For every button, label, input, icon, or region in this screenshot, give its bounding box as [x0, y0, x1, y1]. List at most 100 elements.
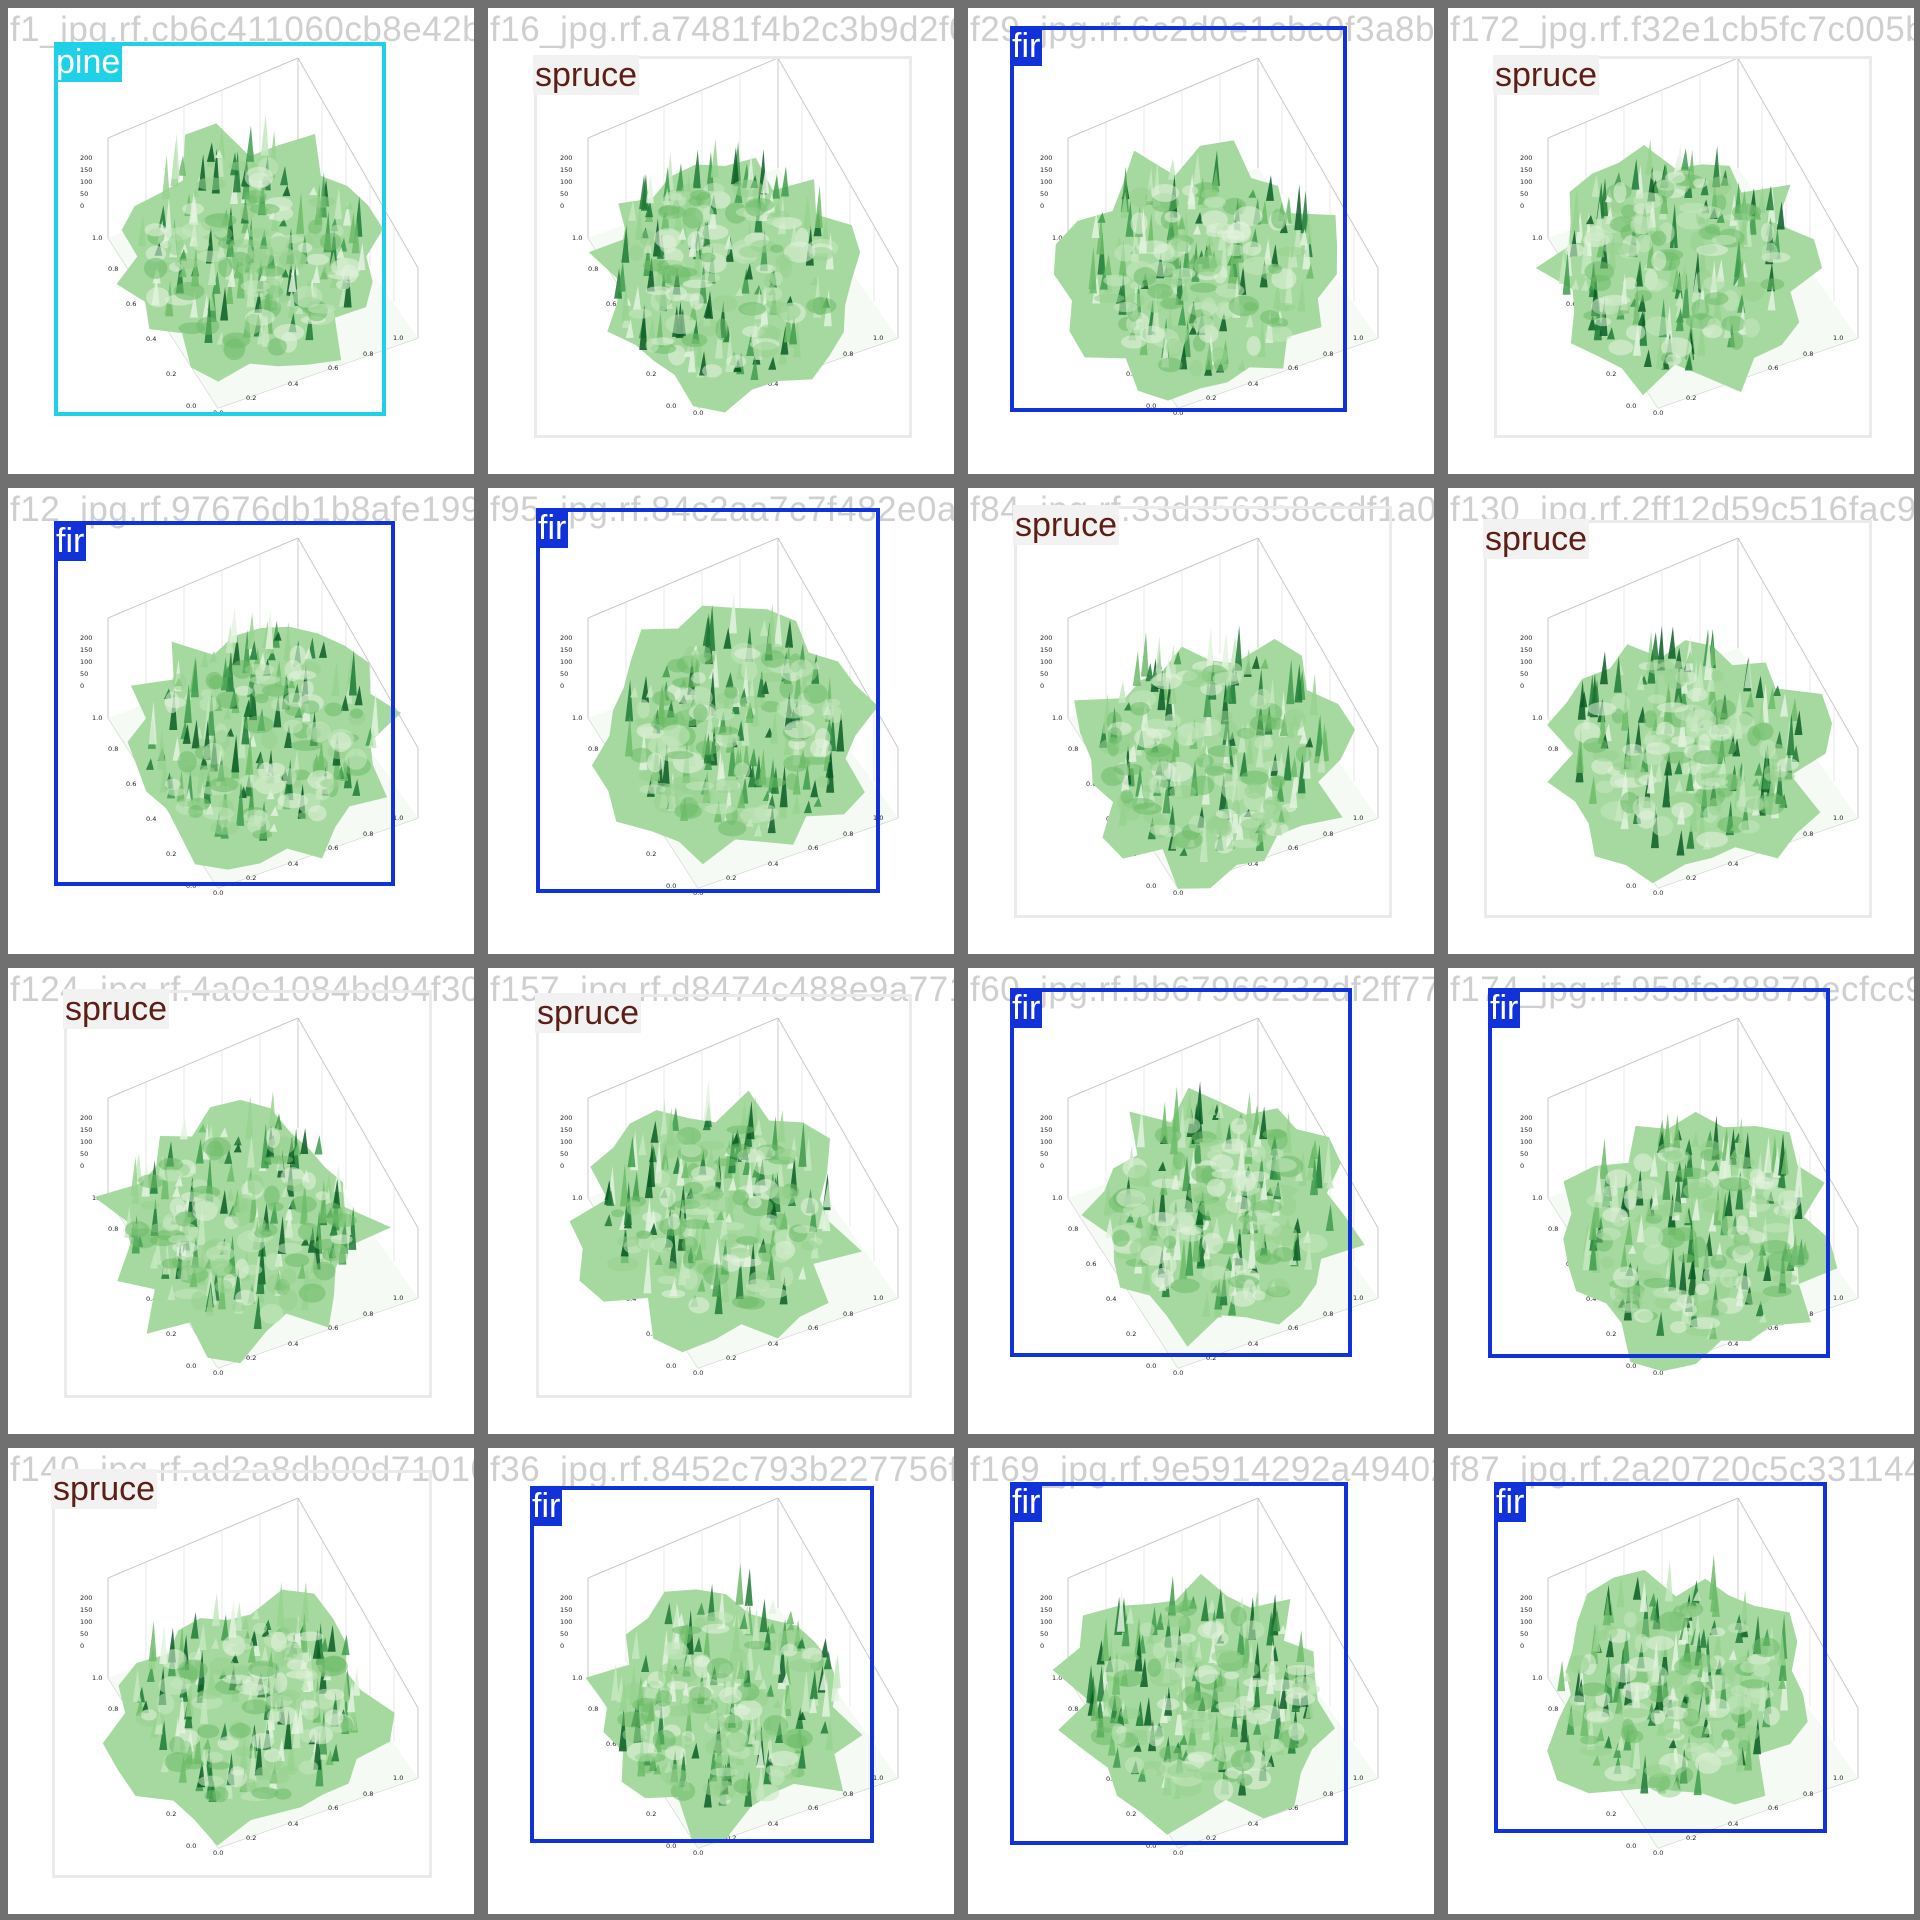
- x-tick-label: 0.2: [246, 1354, 256, 1362]
- z-tick-label: 150: [80, 1126, 92, 1134]
- surface-plot: [1547, 625, 1833, 884]
- y-tick-label: 0.2: [1126, 370, 1136, 378]
- y-tick-label: 0.0: [186, 1842, 196, 1850]
- y-tick-label: 0.8: [588, 265, 598, 273]
- surface-plot: [1052, 1573, 1336, 1835]
- z-tick-label: 200: [80, 154, 92, 162]
- surface-plot-image: 0.00.20.40.60.81.00.00.20.40.60.81.00501…: [80, 1017, 419, 1377]
- bounding-box-fir: fir: [1010, 1482, 1348, 1845]
- y-tick-label: 0.2: [646, 1330, 656, 1338]
- surface-plot: [1081, 1081, 1365, 1347]
- x-tick-label: 0.4: [1248, 380, 1258, 388]
- y-tick-label: 0.4: [1106, 1295, 1116, 1303]
- y-tick-label: 0.0: [666, 402, 676, 410]
- x-tick-label: 0.0: [1173, 409, 1183, 417]
- class-label: fir: [1010, 26, 1043, 66]
- y-tick-label: 0.6: [126, 780, 136, 788]
- z-tick-label: 100: [1040, 178, 1052, 186]
- surface-plot-image: 0.00.20.40.60.81.00.00.20.40.60.81.00501…: [80, 57, 419, 417]
- bounding-box-fir: fir: [54, 521, 395, 886]
- z-tick-label: 200: [80, 634, 92, 642]
- bounding-box-spruce: spruce: [1483, 519, 1872, 918]
- y-tick-label: 0.6: [1566, 300, 1576, 308]
- y-tick-label: 1.0: [1052, 1194, 1062, 1202]
- x-tick-label: 1.0: [1353, 334, 1363, 342]
- y-tick-label: 0.2: [1606, 370, 1616, 378]
- z-tick-label: 200: [1520, 634, 1532, 642]
- y-tick-label: 0.8: [108, 1705, 118, 1713]
- x-tick-label: 0.6: [328, 1324, 338, 1332]
- surface-plot: [1535, 139, 1823, 396]
- x-tick-label: 0.0: [1173, 1849, 1183, 1857]
- y-tick-label: 0.0: [666, 882, 676, 890]
- y-tick-label: 1.0: [1052, 234, 1062, 242]
- x-tick-label: 0.4: [288, 860, 298, 868]
- x-tick-label: 0.8: [1323, 830, 1333, 838]
- z-tick-label: 100: [1520, 1138, 1532, 1146]
- y-tick-label: 0.8: [108, 265, 118, 273]
- surface-plot-image: 0.00.20.40.60.81.00.00.20.40.60.81.00501…: [80, 537, 419, 897]
- x-tick-label: 0.6: [328, 364, 338, 372]
- surface-plot-image: 0.00.20.40.60.81.00.00.20.40.60.81.00501…: [1040, 537, 1379, 897]
- y-tick-label: 0.0: [1626, 1362, 1636, 1370]
- z-tick-label: 100: [80, 658, 92, 666]
- x-tick-label: 0.6: [328, 1804, 338, 1812]
- z-tick-label: 100: [1520, 658, 1532, 666]
- x-tick-label: 0.0: [1653, 409, 1663, 417]
- class-label: spruce: [51, 1469, 158, 1509]
- bounding-box-fir: fir: [530, 1486, 874, 1843]
- z-tick-label: 0: [1040, 1162, 1044, 1170]
- z-tick-label: 150: [80, 166, 92, 174]
- bounding-box-spruce: spruce: [63, 989, 432, 1398]
- z-tick-label: 150: [1040, 1606, 1052, 1614]
- z-tick-label: 0: [560, 202, 564, 210]
- y-tick-label: 1.0: [1532, 234, 1542, 242]
- y-tick-label: 0.0: [1626, 402, 1636, 410]
- z-tick-label: 200: [1520, 1114, 1532, 1122]
- z-tick-label: 200: [1040, 634, 1052, 642]
- y-tick-label: 1.0: [572, 1194, 582, 1202]
- class-label: spruce: [1013, 505, 1120, 545]
- y-tick-label: 1.0: [92, 234, 102, 242]
- y-tick-label: 0.0: [666, 1842, 676, 1850]
- x-tick-label: 0.0: [213, 1849, 223, 1857]
- x-tick-label: 0.6: [808, 844, 818, 852]
- bounding-box-spruce: spruce: [535, 993, 912, 1398]
- x-tick-label: 0.4: [288, 1820, 298, 1828]
- y-tick-label: 0.8: [108, 1225, 118, 1233]
- image-filename: f87_jpg.rf.2a20720c5c3311440: [1450, 1450, 1914, 1489]
- z-tick-label: 200: [1040, 1114, 1052, 1122]
- x-tick-label: 0.4: [768, 860, 778, 868]
- surface-plot-image: 0.00.20.40.60.81.00.00.20.40.60.81.00501…: [560, 537, 899, 897]
- z-tick-label: 200: [560, 1114, 572, 1122]
- z-tick-label: 0: [560, 1642, 564, 1650]
- z-tick-label: 50: [1040, 1150, 1048, 1158]
- z-tick-label: 50: [1520, 1150, 1528, 1158]
- x-tick-label: 1.0: [1833, 334, 1843, 342]
- y-tick-label: 1.0: [572, 714, 582, 722]
- surface-plot-image: 0.00.20.40.60.81.00.00.20.40.60.81.00501…: [1520, 1017, 1859, 1377]
- y-tick-label: 0.6: [606, 300, 616, 308]
- z-tick-label: 0: [1520, 1162, 1524, 1170]
- z-tick-label: 200: [1520, 1594, 1532, 1602]
- y-tick-label: 1.0: [1532, 1674, 1542, 1682]
- surface-plot: [585, 1562, 863, 1841]
- bounding-box-spruce: spruce: [1493, 55, 1872, 438]
- z-tick-label: 0: [80, 1162, 84, 1170]
- y-tick-label: 0.4: [1586, 1295, 1596, 1303]
- y-tick-label: 0.2: [166, 850, 176, 858]
- surface-plot-image: 0.00.20.40.60.81.00.00.20.40.60.81.00501…: [560, 1497, 899, 1857]
- y-tick-label: 0.0: [1146, 1842, 1156, 1850]
- x-tick-label: 0.0: [1173, 1369, 1183, 1377]
- z-tick-label: 150: [1520, 166, 1532, 174]
- class-label: spruce: [1493, 55, 1600, 95]
- z-tick-label: 100: [1040, 1138, 1052, 1146]
- z-tick-label: 200: [1520, 154, 1532, 162]
- z-tick-label: 50: [560, 1630, 568, 1638]
- y-tick-label: 0.8: [1548, 1705, 1558, 1713]
- x-tick-label: 0.6: [808, 1804, 818, 1812]
- x-tick-label: 0.2: [1686, 394, 1696, 402]
- image-filename: f36_jpg.rf.8452c793b227756fb: [490, 1450, 954, 1489]
- y-tick-label: 0.8: [1068, 1705, 1078, 1713]
- x-tick-label: 1.0: [1353, 814, 1363, 822]
